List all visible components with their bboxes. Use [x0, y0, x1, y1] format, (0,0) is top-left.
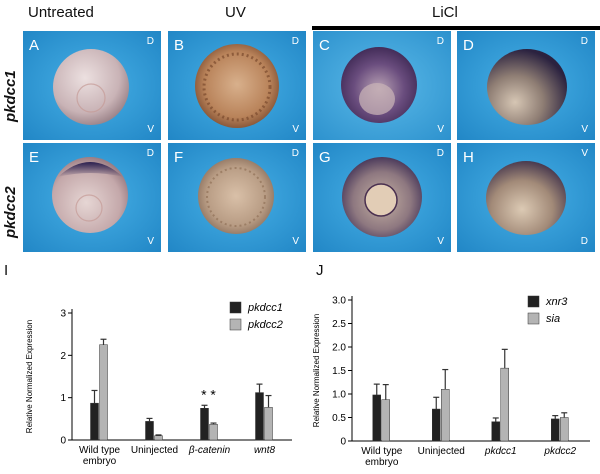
x-tick-label: pkdcc1 [484, 446, 517, 457]
legend-swatch [229, 318, 242, 331]
panel-f: F D V [168, 143, 306, 252]
y-tick-label: 2.0 [332, 343, 346, 354]
y-tick-label: 1 [60, 393, 66, 404]
y-axis-title: Relative Normalized Expression [312, 314, 321, 427]
legend-label: pkdcc1 [247, 302, 283, 314]
legend-label: pkdcc2 [247, 319, 283, 331]
embryo-image-g [313, 143, 451, 252]
embryo-image-f [168, 143, 306, 252]
panel-e: E D V [23, 143, 161, 252]
bar [90, 402, 99, 441]
panel-letter: C [319, 37, 330, 54]
embryo-image-h [457, 143, 595, 252]
axis-bottom-label: V [147, 124, 154, 135]
axis-bottom-label: V [147, 236, 154, 247]
axis-top-label: D [146, 36, 154, 47]
axis-top-label: D [436, 36, 444, 47]
y-tick-label: 2 [60, 351, 66, 362]
chart-i-label: I [4, 262, 9, 279]
bar [200, 408, 209, 441]
legend-swatch [527, 295, 540, 308]
axis-bottom-label: V [437, 236, 444, 247]
y-tick-label: 0.5 [332, 413, 346, 424]
x-tick-label: Wild type [361, 446, 403, 457]
embryo-image-d [457, 31, 595, 140]
bar [441, 389, 450, 442]
header-untreated: Untreated [28, 4, 94, 21]
axis-top-label: V [581, 148, 588, 159]
panel-letter: E [29, 149, 40, 166]
panel-g: G D V [313, 143, 451, 252]
embryo-image-e [23, 143, 161, 252]
y-tick-label: 3.0 [332, 296, 346, 307]
panel-h: H V D [457, 143, 595, 252]
legend-label: sia [546, 313, 560, 325]
y-tick-label: 0 [60, 436, 66, 447]
licl-bracket-bar [312, 26, 600, 30]
bar [381, 399, 390, 442]
bar [551, 418, 560, 442]
axis-top-label: D [291, 148, 299, 159]
panel-letter: B [174, 37, 185, 54]
bar [154, 435, 163, 441]
legend-label: xnr3 [545, 296, 568, 308]
x-tick-label: Wild type [79, 445, 121, 456]
bar [491, 421, 500, 442]
bar [372, 394, 381, 442]
axis-top-label: D [580, 36, 588, 47]
bar [432, 408, 441, 442]
axis-bottom-label: V [292, 124, 299, 135]
row-label-pkdcc1: pkdcc1 [2, 70, 19, 122]
axis-top-label: D [291, 36, 299, 47]
panel-letter: D [463, 37, 474, 54]
header-uv: UV [225, 4, 246, 21]
axis-top-label: D [436, 148, 444, 159]
x-tick-label: wnt8 [254, 445, 276, 456]
embryo-image-b [168, 31, 306, 140]
panel-b: B D V [168, 31, 306, 140]
significance-marker: * * [201, 386, 216, 402]
y-axis-title: Relative Normalized Expression [25, 320, 34, 433]
bar [209, 424, 218, 441]
y-tick-label: 2.5 [332, 319, 346, 330]
axis-bottom-label: V [437, 124, 444, 135]
bar [255, 392, 264, 441]
panel-d: D D V [457, 31, 595, 140]
axis-bottom-label: V [292, 236, 299, 247]
chart-i: 0 1 2 3 Relative Normalized Expression Wild t… [25, 301, 292, 467]
axis-bottom-label: V [581, 124, 588, 135]
y-tick-label: 1.0 [332, 390, 346, 401]
y-tick-label: 0 [340, 437, 346, 448]
x-tick-label: Uninjected [131, 445, 178, 456]
panel-a: A D V [23, 31, 161, 140]
chart-j-label: J [316, 262, 324, 279]
header-licl: LiCl [432, 4, 458, 21]
bar [264, 407, 273, 441]
row-label-pkdcc2: pkdcc2 [2, 186, 19, 238]
bar [145, 421, 154, 441]
x-tick-label: pkdcc2 [543, 446, 576, 457]
embryo-image-c [313, 31, 451, 140]
x-tick-label: β-catenin [188, 445, 231, 456]
panel-letter: F [174, 149, 184, 166]
bar [500, 367, 509, 442]
x-tick-label: embryo [365, 457, 399, 468]
bar [99, 344, 108, 441]
panel-c: C D V [313, 31, 451, 140]
panel-letter: G [319, 149, 331, 166]
bar [560, 417, 569, 442]
axis-top-label: D [146, 148, 154, 159]
legend-swatch [527, 312, 540, 325]
chart-j: 0 0.5 1.0 1.5 2.0 2.5 3.0 Relative Normalized E… [312, 295, 590, 468]
panel-letter: H [463, 149, 474, 166]
legend-swatch [229, 301, 242, 314]
y-tick-label: 3 [60, 309, 66, 320]
axis-bottom-label: D [580, 236, 588, 247]
embryo-image-a [23, 31, 161, 140]
x-tick-label: embryo [83, 456, 117, 467]
x-tick-label: Uninjected [418, 446, 465, 457]
y-tick-label: 1.5 [332, 366, 346, 377]
panel-letter: A [29, 37, 40, 54]
